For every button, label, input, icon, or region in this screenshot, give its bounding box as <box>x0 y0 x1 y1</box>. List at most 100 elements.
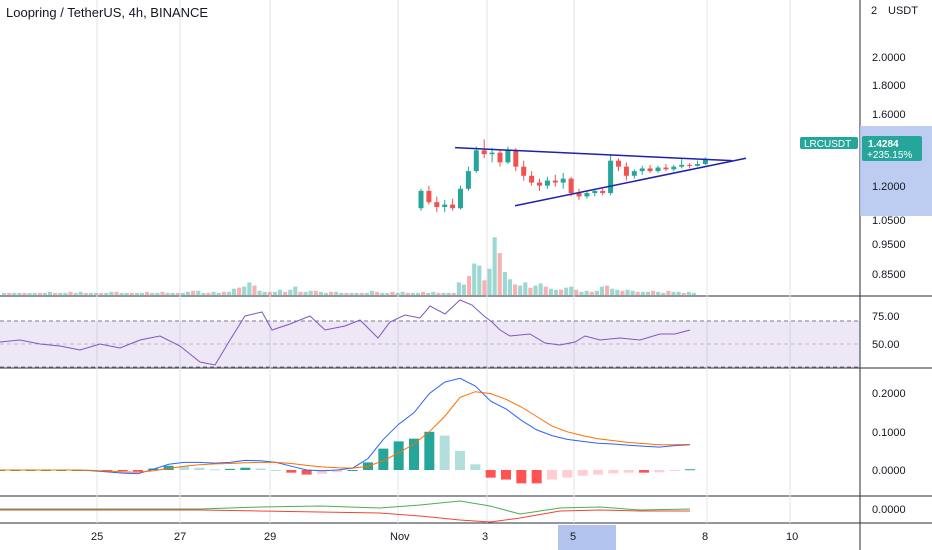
candle-body <box>505 150 511 163</box>
candle-body <box>489 152 495 155</box>
volume-bar <box>42 292 47 295</box>
candle-body <box>552 180 558 183</box>
volume-bar <box>533 285 538 295</box>
volume-bar <box>139 292 145 295</box>
volume-bar <box>53 292 58 295</box>
volume-bar <box>150 292 155 295</box>
volume-bars <box>2 237 696 295</box>
volume-bar <box>272 291 277 295</box>
candle-body <box>687 164 693 166</box>
price-tick: 1.2000 <box>872 181 906 193</box>
candle-body <box>608 160 614 194</box>
price-axis[interactable]: 2 USDT 2.0000 1.8000 1.6000 1.2000 1.050… <box>800 5 932 281</box>
macd-histogram-bar <box>163 465 174 470</box>
volume-bar <box>58 292 63 295</box>
rsi-band <box>0 321 860 367</box>
macd-histogram-bar <box>547 470 557 480</box>
macd-histogram-bar <box>255 468 266 470</box>
volume-bar <box>114 291 119 295</box>
price-tick: 1.8000 <box>872 80 906 92</box>
volume-bar <box>267 291 272 295</box>
candle-body <box>695 164 700 166</box>
candle-body <box>465 171 471 189</box>
volume-bar <box>472 263 477 295</box>
price-axis-currency: USDT <box>888 5 918 17</box>
candle-body <box>529 175 535 183</box>
macd-histogram-bar <box>470 464 481 470</box>
candle-body <box>592 190 598 194</box>
symbol-badge-label: LRCUSDT <box>804 139 851 150</box>
time-label: 27 <box>174 531 186 543</box>
candle-body <box>521 166 527 176</box>
volume-bar <box>574 289 579 295</box>
macd-histogram-bar <box>424 431 435 470</box>
volume-bar <box>620 290 625 295</box>
volume-bar <box>364 292 369 295</box>
candle-body <box>663 167 669 170</box>
macd-histogram-bar <box>485 470 496 478</box>
rsi-tick: 75.00 <box>872 311 900 323</box>
volume-bar <box>211 291 216 295</box>
volume-bar <box>610 288 615 295</box>
time-label: 8 <box>702 531 708 543</box>
volume-bar <box>426 292 431 295</box>
volume-bar <box>467 276 472 295</box>
oscillator-axis[interactable]: 0.0000 <box>872 504 906 516</box>
volume-bar <box>461 284 467 295</box>
volume-bar <box>308 290 313 295</box>
volume-bar <box>88 292 93 295</box>
volume-bar <box>201 292 206 295</box>
volume-bar <box>615 289 620 295</box>
candle-body <box>473 150 479 172</box>
macd-histogram-bar <box>317 470 327 474</box>
time-axis[interactable]: 25 27 29 Nov 3 5 8 10 <box>91 525 798 550</box>
macd-histogram-bar <box>562 470 573 478</box>
volume-bar <box>231 288 237 295</box>
time-axis-highlight <box>558 525 616 550</box>
support-trendline <box>514 157 747 207</box>
time-label: 10 <box>786 531 798 543</box>
volume-bar <box>640 291 645 295</box>
candle-body <box>631 171 637 176</box>
rsi-axis[interactable]: 75.00 50.00 <box>872 311 900 351</box>
chart-title: Loopring / TetherUS, 4h, BINANCE <box>6 5 209 20</box>
volume-bar <box>513 284 518 295</box>
volume-bar <box>410 292 415 295</box>
signal-line <box>0 391 691 473</box>
volume-bar <box>63 292 68 295</box>
volume-bar <box>523 282 528 295</box>
volume-bar <box>134 292 139 295</box>
volume-bar <box>482 280 487 295</box>
volume-bar <box>221 291 226 295</box>
volume-bar <box>339 292 344 295</box>
volume-bar <box>237 287 242 295</box>
volume-bar <box>334 291 339 295</box>
volume-bar <box>385 292 390 295</box>
volume-bar <box>625 289 630 295</box>
volume-bar <box>160 291 165 295</box>
volume-bar <box>605 285 610 295</box>
macd-histogram-bar <box>685 469 695 471</box>
volume-bar <box>681 292 686 295</box>
volume-bar <box>400 291 405 295</box>
price-badge-change: +235.15% <box>867 150 912 161</box>
candle-body <box>616 160 621 167</box>
macd-histogram-bar <box>179 466 189 470</box>
volume-bar <box>487 268 492 295</box>
volume-bar <box>584 290 589 295</box>
volume-bar <box>99 292 104 295</box>
triangle-trendlines <box>454 146 747 207</box>
candle-body <box>481 150 487 155</box>
macd-line <box>0 377 691 475</box>
volume-bar <box>456 282 461 295</box>
macd-tick: 0.2000 <box>872 388 906 400</box>
macd-axis[interactable]: 0.2000 0.1000 0.0000 <box>872 388 906 477</box>
volume-bar <box>538 283 543 295</box>
macd-histogram-bar <box>332 470 343 473</box>
rsi-line <box>0 299 691 366</box>
volume-bar <box>262 291 267 295</box>
volume-bar <box>589 291 594 295</box>
volume-bar <box>446 292 451 295</box>
macd-histogram-bar <box>301 470 312 475</box>
